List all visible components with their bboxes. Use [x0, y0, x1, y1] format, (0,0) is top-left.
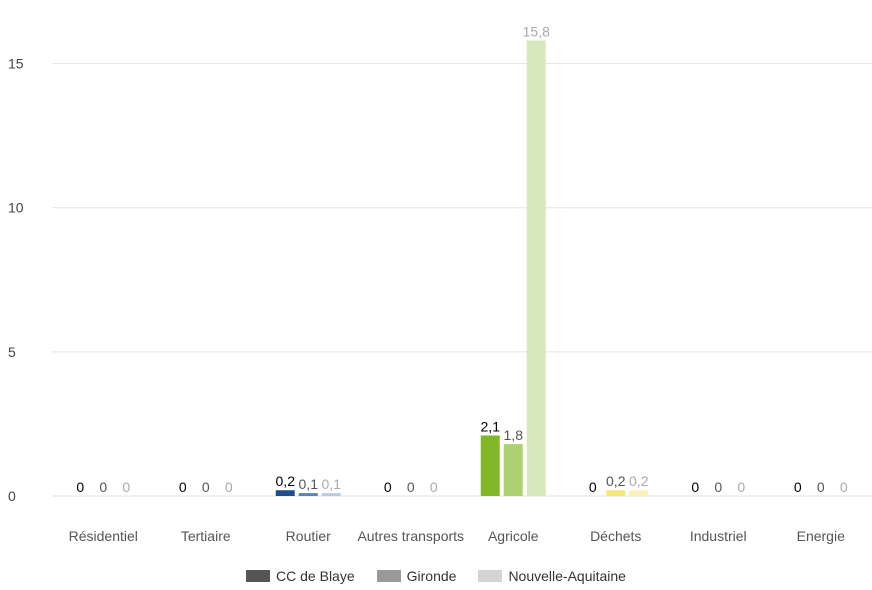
y-tick-label: 0 — [8, 488, 16, 504]
x-axis: Résidentiel Tertiaire Routier Autres transp… — [69, 528, 845, 544]
bar — [275, 490, 295, 496]
data-label: 0 — [76, 479, 84, 495]
bar — [503, 444, 523, 496]
x-tick-label: Routier — [286, 528, 331, 544]
legend-item-nouvelle-aquitaine[interactable]: Nouvelle-Aquitaine — [478, 568, 626, 584]
data-label: 2,1 — [481, 418, 501, 434]
bar — [606, 490, 626, 496]
data-label: 0 — [225, 479, 233, 495]
x-tick-label: Déchets — [590, 528, 641, 544]
data-label: 0 — [817, 479, 825, 495]
data-label: 0,1 — [322, 476, 342, 492]
x-tick-label: Industriel — [690, 528, 747, 544]
data-labels: 0 0 0 0 0 0 0,2 0,1 0,1 0 0 02,11,815,80 0,2 0,2 0 0 0 0 0… — [76, 24, 848, 495]
data-label: 0 — [179, 479, 187, 495]
gridlines — [52, 63, 872, 497]
bar — [321, 493, 341, 496]
legend-swatch — [478, 570, 503, 582]
data-label: 0,2 — [276, 473, 296, 489]
legend-swatch — [246, 570, 271, 582]
legend-label: Gironde — [406, 568, 457, 584]
data-label: 0 — [384, 479, 392, 495]
data-label: 0 — [99, 479, 107, 495]
data-label: 0 — [430, 479, 438, 495]
data-label: 1,8 — [504, 427, 524, 443]
data-label: 0,1 — [299, 476, 319, 492]
data-label: 0 — [122, 479, 130, 495]
data-label: 15,8 — [523, 24, 550, 40]
data-label: 0,2 — [629, 473, 649, 489]
x-tick-label: Résidentiel — [69, 528, 138, 544]
data-label: 0 — [840, 479, 848, 495]
data-label: 0 — [589, 479, 597, 495]
y-axis: 0 5 10 15 — [8, 56, 24, 504]
y-tick-label: 5 — [8, 344, 16, 360]
legend-swatch — [376, 570, 401, 582]
data-label: 0 — [691, 479, 699, 495]
data-label: 0 — [407, 479, 415, 495]
bar — [480, 435, 500, 496]
x-tick-label: Agricole — [488, 528, 539, 544]
data-label: 0 — [737, 479, 745, 495]
data-label: 0,2 — [606, 473, 626, 489]
legend-label: Nouvelle-Aquitaine — [508, 568, 626, 584]
bars — [275, 40, 649, 497]
y-tick-label: 15 — [8, 56, 24, 72]
data-label: 0 — [714, 479, 722, 495]
legend-item-gironde[interactable]: Gironde — [376, 568, 457, 584]
data-label: 0 — [794, 479, 802, 495]
x-tick-label: Energie — [797, 528, 845, 544]
x-tick-label: Tertiaire — [181, 528, 231, 544]
legend-item-cc-de-blaye[interactable]: CC de Blaye — [246, 568, 355, 584]
y-tick-label: 10 — [8, 200, 24, 216]
x-tick-label: Autres transports — [357, 528, 464, 544]
bar — [298, 493, 318, 496]
bar — [629, 490, 649, 496]
legend-label: CC de Blaye — [276, 568, 355, 584]
data-label: 0 — [202, 479, 210, 495]
bar — [526, 40, 546, 497]
legend: CC de Blaye Gironde Nouvelle-Aquitaine — [0, 568, 872, 584]
